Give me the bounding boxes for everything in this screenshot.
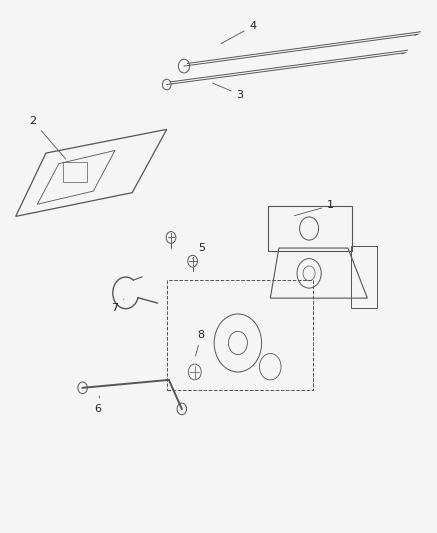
Text: 3: 3 (212, 83, 243, 100)
Text: 4: 4 (221, 21, 257, 44)
Text: 5: 5 (193, 243, 205, 259)
Text: 8: 8 (195, 330, 205, 356)
Text: 1: 1 (295, 200, 334, 216)
Text: 6: 6 (94, 396, 101, 414)
Text: 2: 2 (29, 116, 66, 159)
Text: 7: 7 (111, 299, 124, 313)
